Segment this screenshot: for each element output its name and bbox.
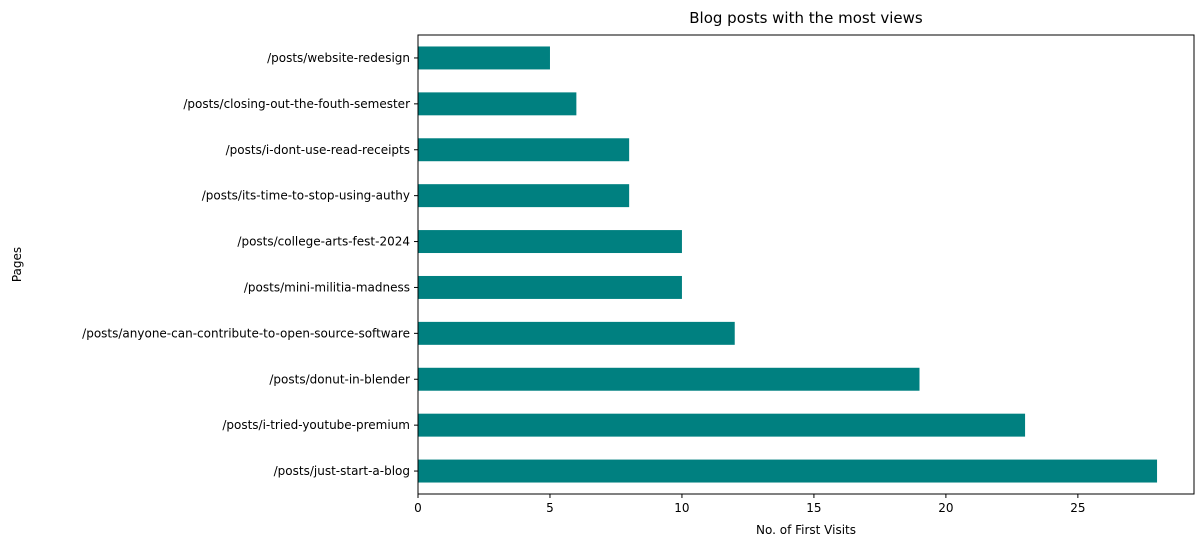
bar [418, 367, 920, 391]
bar [418, 413, 1026, 437]
x-tick-label: 5 [546, 501, 554, 515]
bar [418, 230, 682, 254]
bar [418, 138, 630, 162]
y-tick-label: /posts/anyone-can-contribute-to-open-sou… [82, 326, 410, 340]
y-axis-ticks: /posts/just-start-a-blog/posts/i-tried-y… [82, 51, 418, 478]
x-tick-label: 25 [1070, 501, 1085, 515]
x-tick-label: 20 [938, 501, 953, 515]
y-tick-label: /posts/i-dont-use-read-receipts [226, 143, 410, 157]
bars-layer [418, 46, 1158, 483]
y-tick-label: /posts/donut-in-blender [269, 372, 410, 386]
x-axis-label: No. of First Visits [756, 523, 856, 537]
y-tick-label: /posts/closing-out-the-fouth-semester [183, 97, 410, 111]
bar [418, 184, 630, 208]
y-tick-label: /posts/i-tried-youtube-premium [222, 418, 410, 432]
y-tick-label: /posts/website-redesign [267, 51, 410, 65]
x-tick-label: 10 [674, 501, 689, 515]
y-tick-label: /posts/mini-militia-madness [244, 280, 410, 294]
bar [418, 92, 577, 116]
bar [418, 459, 1158, 483]
x-tick-label: 15 [806, 501, 821, 515]
y-tick-label: /posts/just-start-a-blog [274, 464, 410, 478]
bar [418, 321, 735, 345]
y-tick-label: /posts/college-arts-fest-2024 [237, 235, 410, 249]
x-tick-label: 0 [414, 501, 422, 515]
y-axis-label: Pages [10, 247, 24, 282]
y-tick-label: /posts/its-time-to-stop-using-authy [202, 189, 410, 203]
bar [418, 46, 550, 70]
bar [418, 275, 682, 299]
plot-frame [417, 34, 1195, 495]
x-axis-ticks: 0 5 10 15 20 25 [414, 494, 1086, 515]
chart-title: Blog posts with the most views [689, 9, 923, 27]
